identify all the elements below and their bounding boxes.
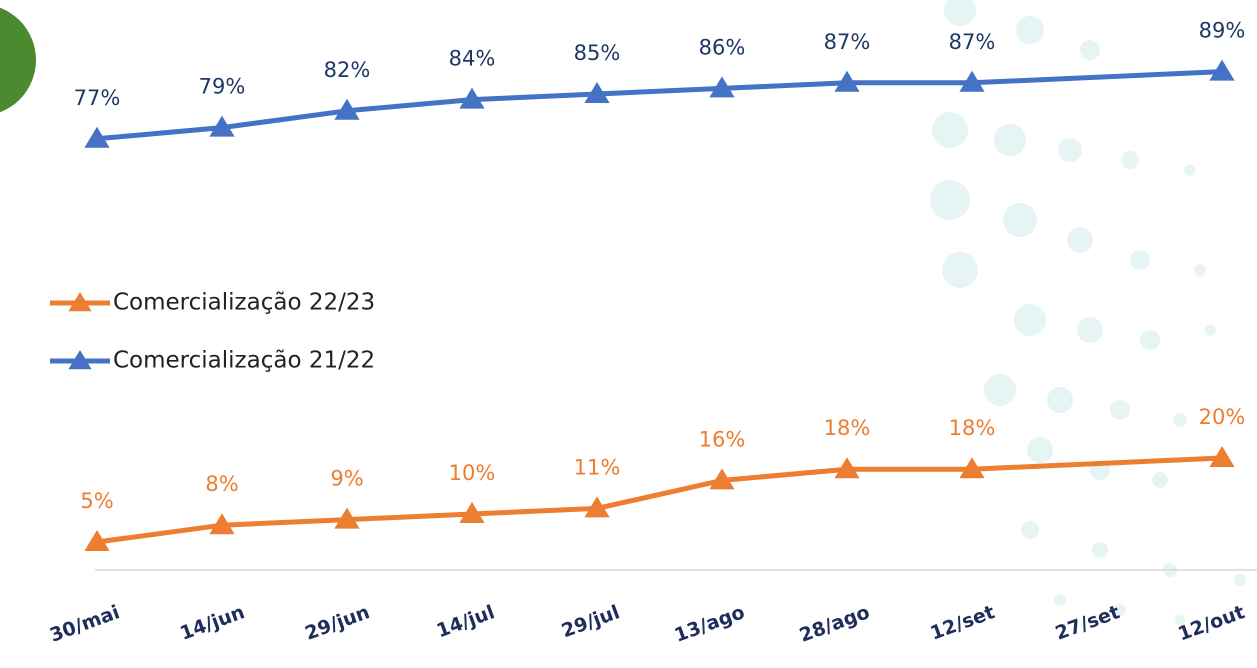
data-label: 20% (1199, 405, 1246, 429)
data-label: 89% (1199, 19, 1246, 43)
data-label: 84% (449, 47, 496, 71)
data-label: 11% (574, 455, 621, 479)
x-tick-label: 13/ago (672, 601, 748, 647)
data-label: 87% (949, 30, 996, 54)
data-label: 10% (449, 461, 496, 485)
data-label: 18% (824, 416, 871, 440)
x-tick-label: 14/jun (177, 601, 247, 645)
series-line (97, 72, 1222, 139)
x-tick-label: 30/mai (47, 601, 123, 646)
x-tick-label: 14/jul (434, 601, 498, 642)
chart: 30/mai 14/jun 29/jun 14/jul 29/jul 13/ago 28/a… (0, 0, 1257, 668)
data-label: 18% (949, 416, 996, 440)
legend-label: Comercialização 22/23 (113, 290, 375, 316)
data-label: 87% (824, 30, 871, 54)
x-tick-label: 29/jun (302, 601, 372, 645)
data-label: 9% (330, 467, 363, 491)
data-label: 16% (699, 427, 746, 451)
data-label: 82% (324, 58, 371, 82)
data-label: 5% (80, 489, 113, 513)
legend-label: Comercialização 21/22 (113, 348, 375, 374)
x-tick-label: 28/ago (797, 601, 873, 647)
data-label: 86% (699, 35, 746, 59)
data-label: 85% (574, 41, 621, 65)
x-tick-label: 27/set (1052, 601, 1122, 644)
x-tick-label: 29/jul (559, 601, 623, 642)
x-tick-label: 12/out (1175, 601, 1247, 645)
data-label: 8% (205, 472, 238, 496)
data-label: 77% (74, 86, 121, 110)
series-line (97, 458, 1222, 542)
x-tick-label: 12/set (927, 601, 997, 644)
data-label: 79% (199, 75, 246, 99)
